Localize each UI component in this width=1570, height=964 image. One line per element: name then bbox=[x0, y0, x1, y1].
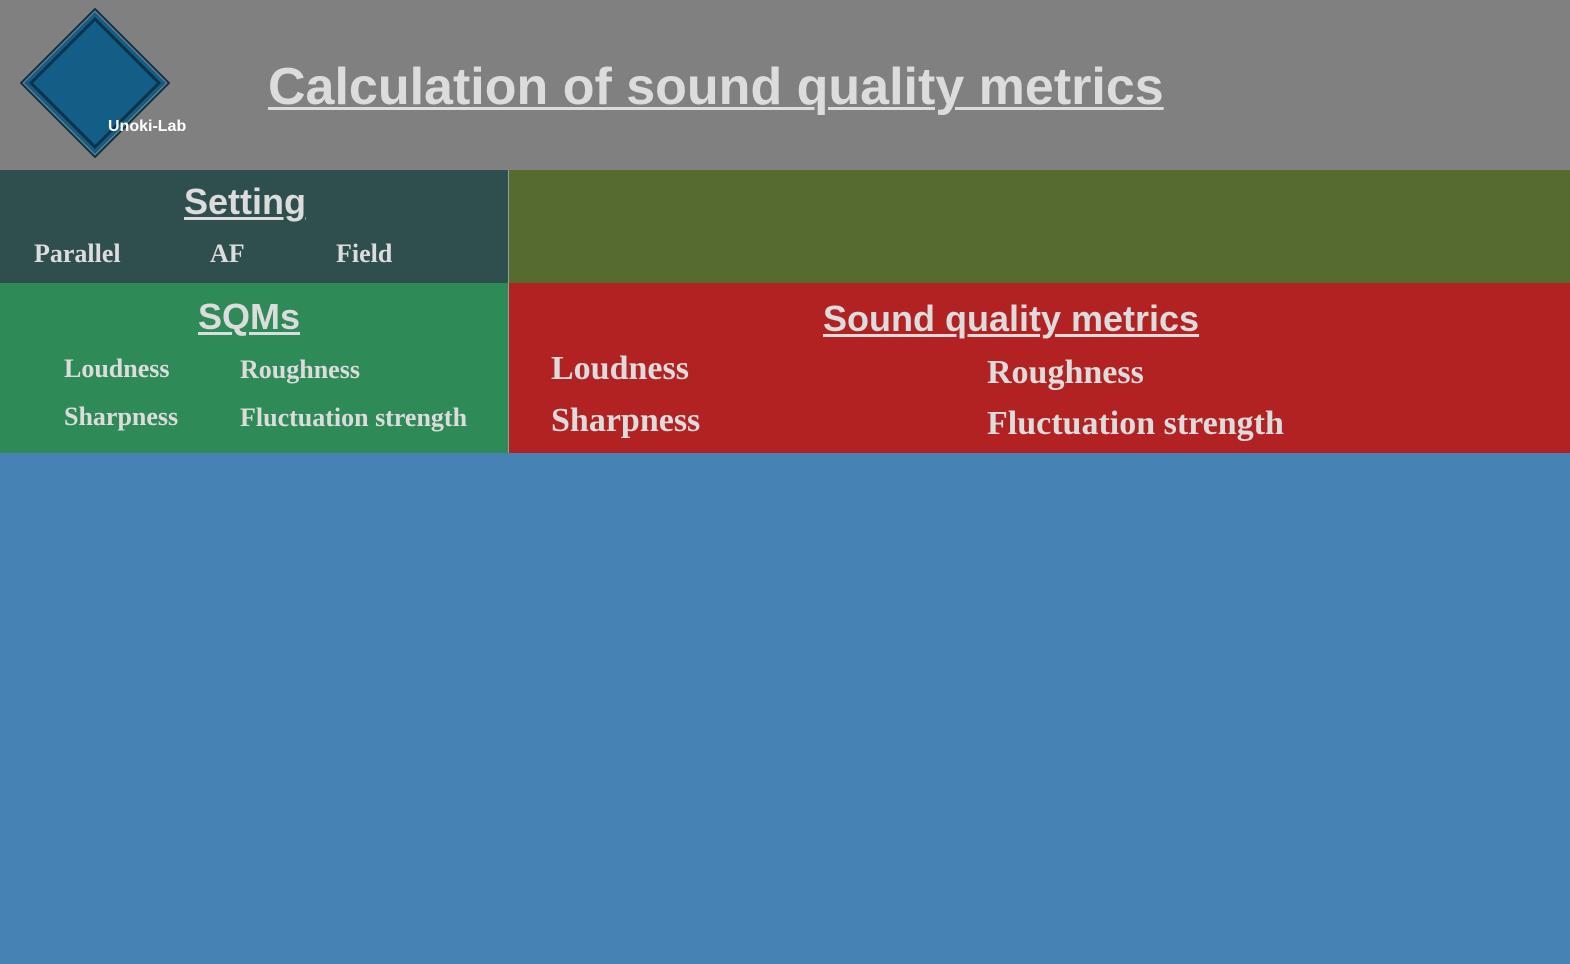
panel-divider bbox=[508, 170, 509, 453]
diamond-logo-icon bbox=[20, 8, 170, 158]
sqm-fluctuation-strength-option[interactable]: Fluctuation strength bbox=[240, 403, 468, 432]
metrics-title: Sound quality metrics bbox=[823, 298, 1200, 339]
empty-panel bbox=[509, 170, 1570, 283]
field-option[interactable]: Field bbox=[336, 239, 393, 268]
parallel-option[interactable]: Parallel bbox=[34, 239, 121, 268]
sound-quality-metrics-panel: Sound quality metrics Loudness Roughness… bbox=[509, 283, 1570, 453]
af-option[interactable]: AF bbox=[210, 239, 245, 268]
sqms-panel: SQMs Loudness Roughness Sharpness Fluctu… bbox=[0, 283, 508, 453]
sqms-title: SQMs bbox=[198, 296, 301, 337]
setting-title: Setting bbox=[184, 181, 306, 222]
sqm-loudness-option[interactable]: Loudness bbox=[64, 354, 170, 383]
header: Unoki-Lab Calculation of sound quality m… bbox=[0, 0, 1570, 170]
unoki-lab-logo: Unoki-Lab bbox=[20, 8, 186, 158]
sqm-sharpness-option[interactable]: Sharpness bbox=[64, 402, 179, 431]
result-loudness-label: Loudness bbox=[551, 350, 689, 387]
result-fluctuation-strength-label: Fluctuation strength bbox=[987, 405, 1284, 442]
logo-text: Unoki-Lab bbox=[108, 118, 187, 135]
result-sharpness-label: Sharpness bbox=[551, 402, 701, 439]
page-title: Calculation of sound quality metrics bbox=[268, 58, 1164, 116]
setting-panel: Setting Parallel AF Field bbox=[0, 170, 508, 283]
sqm-roughness-option[interactable]: Roughness bbox=[240, 355, 360, 384]
main-canvas bbox=[0, 453, 1570, 964]
result-roughness-label: Roughness bbox=[987, 354, 1144, 391]
